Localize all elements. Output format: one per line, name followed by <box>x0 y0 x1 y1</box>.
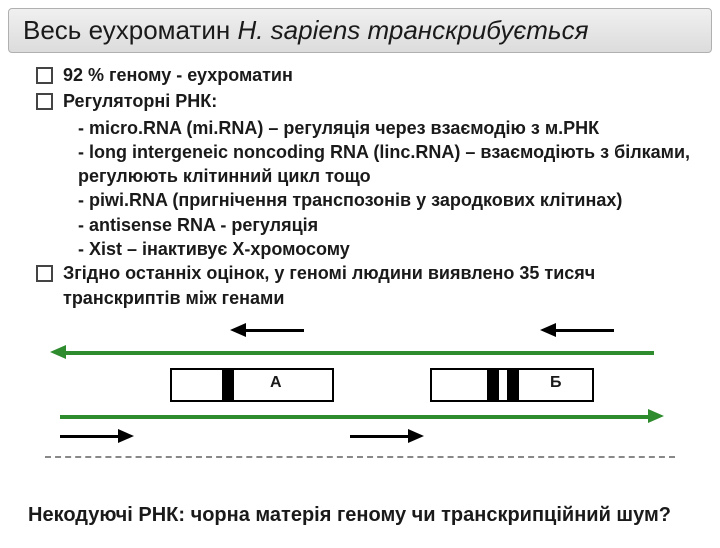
dashed-baseline <box>45 456 675 458</box>
sub-bullet: - piwi.RNA (пригнічення транспозонів у з… <box>78 188 692 212</box>
bullet-list: 92 % геному - еухроматин Регуляторні РНК… <box>36 63 692 310</box>
gene-diagram: А Б <box>0 328 720 468</box>
bullet-text: 92 % геному - еухроматин <box>63 63 293 87</box>
gene-box-a <box>170 368 334 402</box>
gene-box-b <box>430 368 594 402</box>
sub-bullet: - micro.RNA (mi.RNA) – регуляція через в… <box>78 116 692 140</box>
footer-question: Некодуючі РНК: чорна матерія геному чи т… <box>28 502 692 528</box>
title-post: транскрибується <box>360 15 588 45</box>
bullet-item: Згідно останніх оцінок, у геномі людини … <box>36 261 692 310</box>
sub-bullet: - Xist – інактивує Х-хромосому <box>78 237 692 261</box>
bullet-text: Регуляторні РНК: <box>63 89 217 113</box>
title-bar: Весь еухроматин H. sapiens транскрибуєть… <box>8 8 712 53</box>
gene-label-a: А <box>270 374 282 392</box>
square-bullet-icon <box>36 265 53 282</box>
exon-band <box>507 370 519 400</box>
square-bullet-icon <box>36 67 53 84</box>
page-title: Весь еухроматин H. sapiens транскрибуєть… <box>23 15 588 45</box>
exon-band <box>222 370 234 400</box>
gene-label-b: Б <box>550 374 562 392</box>
title-species: H. sapiens <box>237 15 360 45</box>
bullet-item: 92 % геному - еухроматин <box>36 63 692 87</box>
sub-bullet: - antisense RNA - регуляція <box>78 213 692 237</box>
title-pre: Весь еухроматин <box>23 15 237 45</box>
sub-bullet: - long intergeneic noncoding RNA (linc.R… <box>78 140 692 189</box>
bullet-item: Регуляторні РНК: <box>36 89 692 113</box>
exon-band <box>487 370 499 400</box>
square-bullet-icon <box>36 93 53 110</box>
bullet-text: Згідно останніх оцінок, у геномі людини … <box>63 261 692 310</box>
